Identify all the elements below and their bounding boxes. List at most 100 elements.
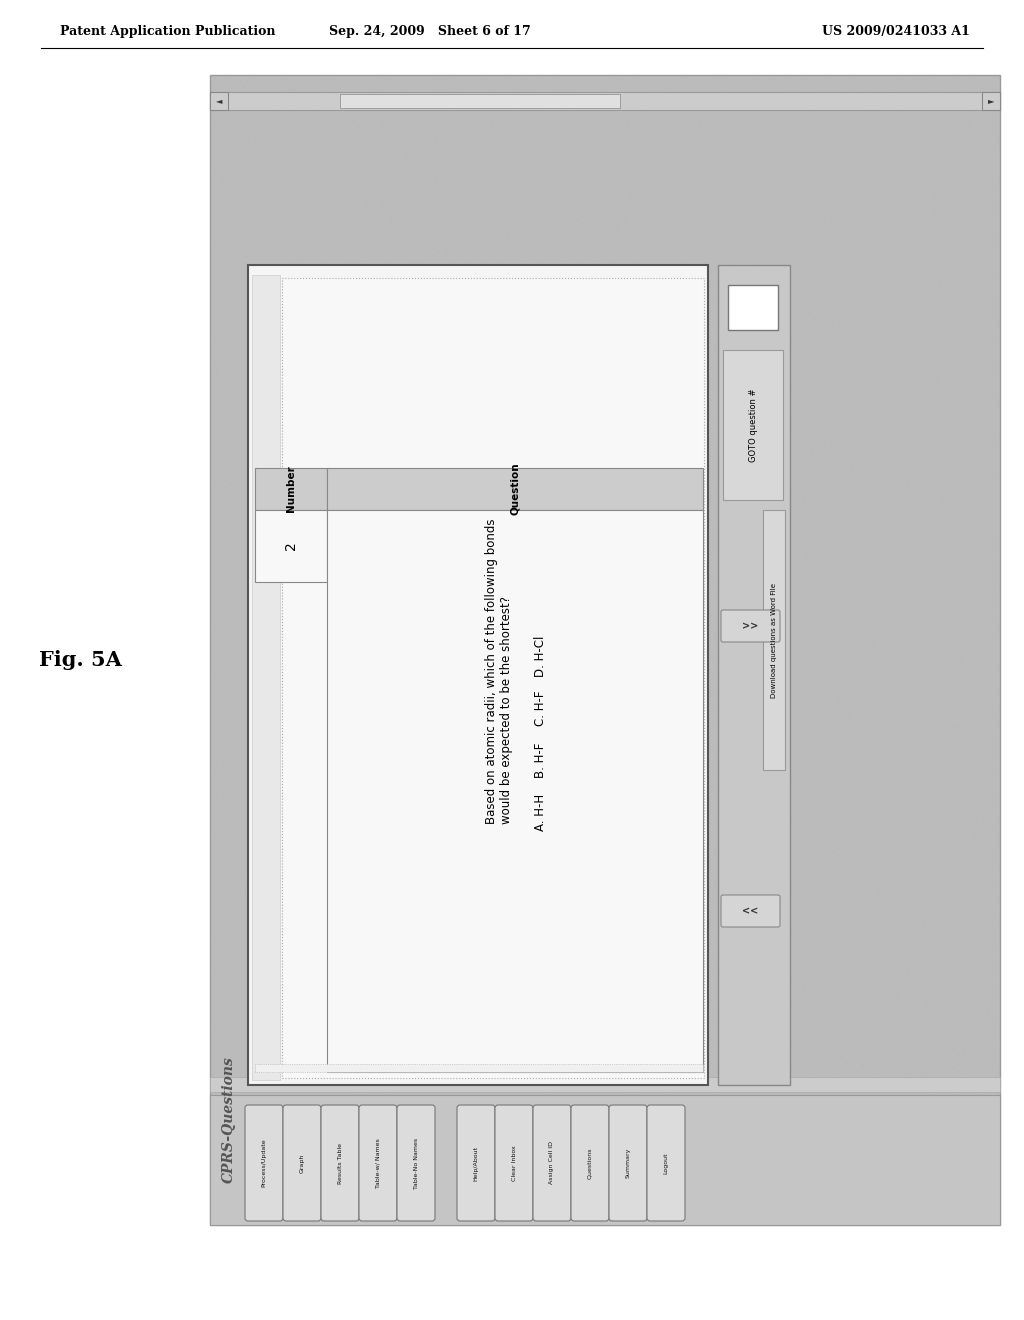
Point <box>975 1032 991 1053</box>
Point <box>930 1098 946 1119</box>
Point <box>786 267 803 288</box>
Point <box>622 187 638 209</box>
Point <box>212 954 228 975</box>
Point <box>965 253 981 275</box>
Point <box>725 830 741 851</box>
Point <box>773 684 790 705</box>
Point <box>885 216 901 238</box>
Point <box>398 1187 415 1208</box>
Point <box>261 143 278 164</box>
Point <box>759 630 775 651</box>
Point <box>401 128 418 149</box>
Point <box>761 214 777 235</box>
Point <box>762 550 778 572</box>
Point <box>973 145 989 166</box>
Point <box>712 457 728 478</box>
Point <box>651 219 668 240</box>
Point <box>987 178 1004 199</box>
Point <box>901 83 918 104</box>
Point <box>204 582 220 603</box>
Point <box>359 99 376 120</box>
Point <box>729 148 745 169</box>
Point <box>983 1209 999 1230</box>
Point <box>829 87 846 108</box>
Point <box>911 143 928 164</box>
Point <box>236 210 252 231</box>
Point <box>925 527 941 548</box>
Point <box>211 677 227 698</box>
Point <box>973 528 989 549</box>
Point <box>205 300 221 321</box>
Point <box>406 209 422 230</box>
Point <box>689 1188 706 1209</box>
Point <box>871 77 888 98</box>
Point <box>837 385 853 407</box>
Point <box>947 400 964 421</box>
Point <box>649 1088 666 1109</box>
Point <box>733 964 750 985</box>
Point <box>409 224 425 246</box>
Point <box>319 209 336 230</box>
Point <box>937 847 953 869</box>
Point <box>463 1143 479 1164</box>
Point <box>836 277 852 298</box>
Point <box>362 236 379 257</box>
Point <box>816 1144 833 1166</box>
Point <box>620 231 636 252</box>
Point <box>583 1213 599 1234</box>
Point <box>966 603 982 624</box>
Point <box>951 671 968 692</box>
Point <box>333 144 349 165</box>
Point <box>228 809 245 830</box>
Point <box>227 309 244 330</box>
Point <box>783 111 800 132</box>
Point <box>928 1171 944 1192</box>
Point <box>949 715 966 737</box>
Point <box>850 490 866 511</box>
Point <box>883 260 899 281</box>
Point <box>732 198 749 219</box>
Point <box>892 284 908 305</box>
Point <box>225 743 242 764</box>
Point <box>432 1115 449 1137</box>
Point <box>780 79 797 100</box>
Point <box>603 222 620 243</box>
Point <box>462 143 478 164</box>
Point <box>416 1158 432 1179</box>
Point <box>767 205 783 226</box>
Point <box>646 161 663 182</box>
Point <box>975 1094 991 1115</box>
Point <box>887 380 903 401</box>
Point <box>714 909 730 931</box>
Point <box>340 1114 356 1135</box>
Point <box>813 359 829 380</box>
Point <box>825 697 842 718</box>
Point <box>894 1176 910 1197</box>
Point <box>904 189 921 210</box>
Point <box>719 420 735 441</box>
Point <box>397 238 414 259</box>
Point <box>818 471 835 492</box>
Point <box>946 884 963 906</box>
Point <box>942 1020 958 1041</box>
Point <box>948 343 965 364</box>
Point <box>949 521 966 543</box>
Point <box>897 275 913 296</box>
Point <box>577 181 593 202</box>
Point <box>290 139 306 160</box>
Point <box>910 1129 927 1150</box>
Point <box>712 400 728 421</box>
Point <box>208 359 224 380</box>
Point <box>809 664 825 685</box>
Point <box>240 1147 256 1168</box>
Point <box>799 810 815 832</box>
Point <box>934 1049 950 1071</box>
Point <box>961 602 977 623</box>
Point <box>647 246 664 267</box>
Point <box>790 898 806 919</box>
Point <box>944 181 961 202</box>
Point <box>972 635 988 656</box>
Point <box>951 264 968 285</box>
Point <box>757 263 773 284</box>
Point <box>716 467 732 488</box>
